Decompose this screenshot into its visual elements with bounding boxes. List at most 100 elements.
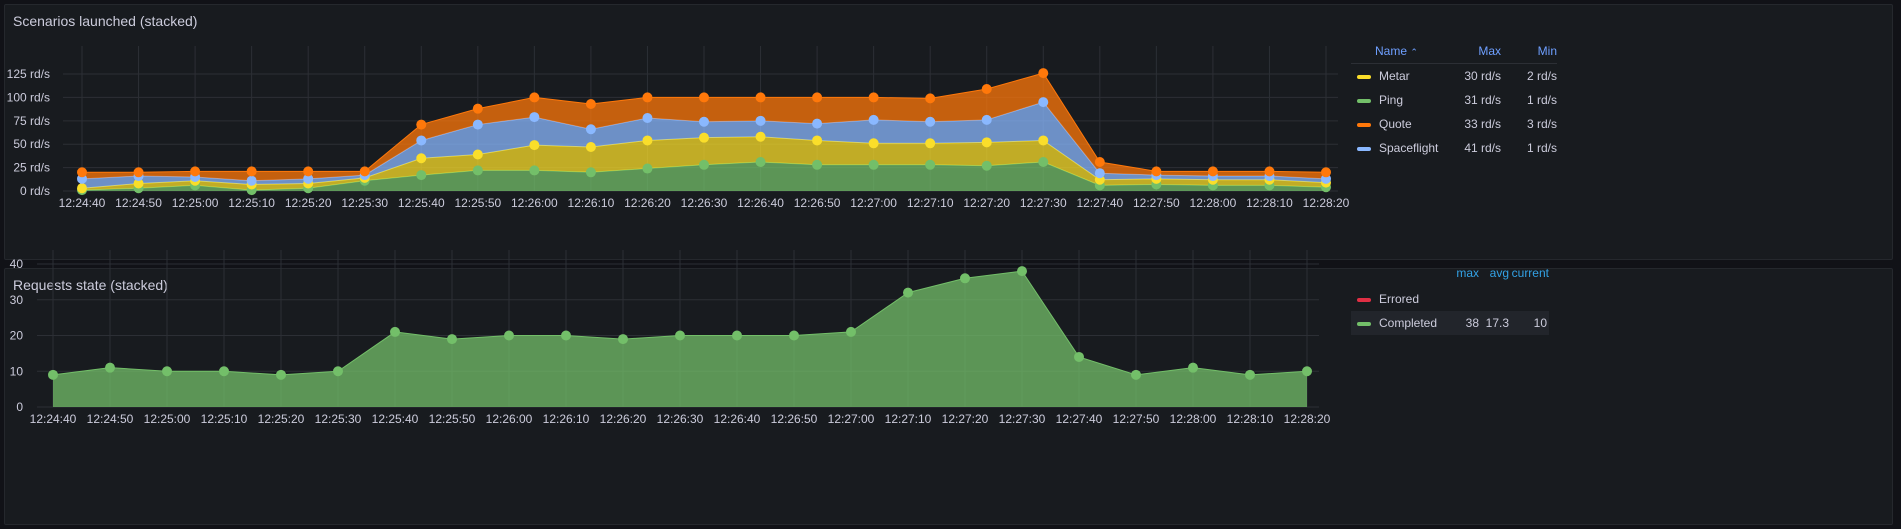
point-spaceflight[interactable] <box>1094 168 1105 179</box>
point-quote[interactable] <box>981 84 992 95</box>
point-spaceflight[interactable] <box>416 135 427 146</box>
point-completed[interactable] <box>1188 362 1198 373</box>
legend-header-avg[interactable]: avg <box>1489 266 1509 280</box>
legend-item-completed[interactable]: Completed 38 17.3 10 <box>1351 311 1549 335</box>
point-completed[interactable] <box>105 362 115 373</box>
point-ping[interactable] <box>585 167 596 178</box>
point-spaceflight[interactable] <box>812 118 823 129</box>
point-completed[interactable] <box>1131 369 1141 380</box>
point-quote[interactable] <box>303 166 314 177</box>
point-ping[interactable] <box>529 165 540 176</box>
point-completed[interactable] <box>276 369 286 380</box>
legend-item-errored[interactable]: Errored <box>1351 287 1549 311</box>
point-ping[interactable] <box>416 170 427 181</box>
point-quote[interactable] <box>246 166 257 177</box>
point-completed[interactable] <box>1245 369 1255 380</box>
legend-item-metar[interactable]: Metar 30 rd/s 2 rd/s <box>1351 64 1557 88</box>
point-ping[interactable] <box>699 159 709 170</box>
point-quote[interactable] <box>755 92 766 103</box>
point-quote[interactable] <box>812 92 823 103</box>
point-metar[interactable] <box>812 135 823 146</box>
legend-item-ping[interactable]: Ping 31 rd/s 1 rd/s <box>1351 88 1557 112</box>
point-completed[interactable] <box>333 366 343 377</box>
point-ping[interactable] <box>1038 156 1049 167</box>
point-completed[interactable] <box>732 330 742 341</box>
legend-header-current[interactable]: current <box>1511 266 1549 280</box>
point-quote[interactable] <box>868 92 879 103</box>
point-spaceflight[interactable] <box>472 119 483 130</box>
panel-title[interactable]: Requests state (stacked) <box>13 277 168 293</box>
point-completed[interactable] <box>618 334 628 345</box>
point-ping[interactable] <box>868 159 879 170</box>
point-quote[interactable] <box>1264 166 1275 177</box>
point-completed[interactable] <box>561 330 571 341</box>
point-quote[interactable] <box>1151 166 1162 177</box>
point-completed[interactable] <box>447 334 457 345</box>
point-ping[interactable] <box>642 163 653 174</box>
point-metar[interactable] <box>868 138 879 149</box>
point-completed[interactable] <box>1017 266 1027 277</box>
point-spaceflight[interactable] <box>981 114 992 125</box>
point-quote[interactable] <box>1094 156 1105 167</box>
point-quote[interactable] <box>359 166 370 177</box>
point-quote[interactable] <box>416 119 427 130</box>
point-completed[interactable] <box>1302 366 1312 377</box>
point-quote[interactable] <box>133 167 144 178</box>
point-spaceflight[interactable] <box>1038 97 1049 108</box>
point-ping[interactable] <box>755 156 766 167</box>
point-spaceflight[interactable] <box>925 116 936 127</box>
legend-header-min[interactable]: Min <box>1537 44 1557 58</box>
point-quote[interactable] <box>1038 68 1049 79</box>
point-completed[interactable] <box>504 330 514 341</box>
point-spaceflight[interactable] <box>246 175 257 186</box>
point-spaceflight[interactable] <box>585 124 596 135</box>
point-completed[interactable] <box>789 330 799 341</box>
point-metar[interactable] <box>755 131 766 142</box>
point-quote[interactable] <box>190 166 201 177</box>
legend-header-max[interactable]: max <box>1456 266 1479 280</box>
point-completed[interactable] <box>675 330 685 341</box>
point-ping[interactable] <box>472 165 483 176</box>
point-metar[interactable] <box>1038 135 1049 146</box>
point-metar[interactable] <box>699 132 709 143</box>
point-ping[interactable] <box>812 159 823 170</box>
legend-header-max[interactable]: Max <box>1478 44 1501 58</box>
point-completed[interactable] <box>162 366 172 377</box>
legend-header-name[interactable]: Name ⌃ <box>1375 44 1418 58</box>
point-quote[interactable] <box>77 167 87 178</box>
point-metar[interactable] <box>529 140 540 151</box>
point-metar[interactable] <box>925 138 936 149</box>
legend-item-quote[interactable]: Quote 33 rd/s 3 rd/s <box>1351 112 1557 136</box>
point-ping[interactable] <box>925 159 936 170</box>
point-quote[interactable] <box>585 98 596 109</box>
point-spaceflight[interactable] <box>529 112 540 123</box>
point-ping[interactable] <box>981 160 992 171</box>
point-quote[interactable] <box>642 92 653 103</box>
point-metar[interactable] <box>133 178 144 189</box>
point-metar[interactable] <box>585 142 596 153</box>
point-completed[interactable] <box>903 287 913 298</box>
point-completed[interactable] <box>1074 351 1084 362</box>
point-quote[interactable] <box>529 92 540 103</box>
point-quote[interactable] <box>699 92 709 103</box>
point-metar[interactable] <box>642 135 653 146</box>
point-metar[interactable] <box>77 183 87 194</box>
point-spaceflight[interactable] <box>868 114 879 125</box>
legend-item-spaceflight[interactable]: Spaceflight 41 rd/s 1 rd/s <box>1351 136 1557 160</box>
point-spaceflight[interactable] <box>303 173 314 184</box>
point-metar[interactable] <box>981 137 992 148</box>
point-quote[interactable] <box>1321 167 1331 178</box>
point-completed[interactable] <box>219 366 229 377</box>
panel-title[interactable]: Scenarios launched (stacked) <box>13 13 198 29</box>
point-spaceflight[interactable] <box>699 116 709 127</box>
point-metar[interactable] <box>416 153 427 164</box>
point-spaceflight[interactable] <box>642 113 653 124</box>
point-quote[interactable] <box>925 93 936 104</box>
point-completed[interactable] <box>846 326 856 337</box>
point-quote[interactable] <box>1207 166 1218 177</box>
point-spaceflight[interactable] <box>755 115 766 126</box>
point-quote[interactable] <box>472 103 483 114</box>
point-completed[interactable] <box>48 369 58 380</box>
point-completed[interactable] <box>960 273 970 284</box>
point-metar[interactable] <box>472 149 483 160</box>
